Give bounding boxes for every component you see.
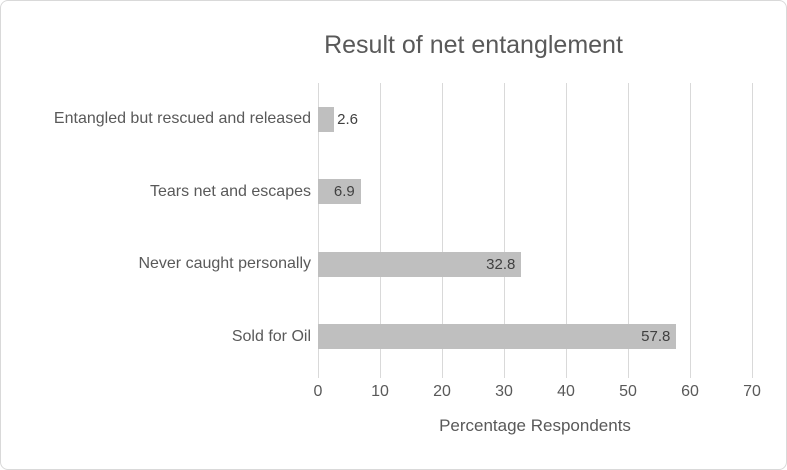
tick-label: 10 bbox=[371, 383, 389, 400]
tick-label: 70 bbox=[743, 383, 761, 400]
bar-value-label: 6.9 bbox=[333, 183, 355, 201]
tick-label: 30 bbox=[495, 383, 513, 400]
bar-value-label: 57.8 bbox=[641, 328, 671, 346]
category-label: Sold for Oil bbox=[231, 327, 311, 345]
category-label: Never caught personally bbox=[138, 255, 311, 273]
category-label: Tears net and escapes bbox=[150, 182, 311, 200]
chart-title: Result of net entanglement bbox=[324, 31, 623, 59]
gridline bbox=[751, 83, 753, 378]
bar-value-label: 32.8 bbox=[486, 255, 516, 273]
gridline bbox=[565, 83, 567, 378]
bar bbox=[318, 106, 335, 132]
tick-label: 50 bbox=[619, 383, 637, 400]
bar bbox=[318, 251, 522, 277]
gridline bbox=[441, 83, 443, 378]
tick-label: 60 bbox=[681, 383, 699, 400]
gridline bbox=[689, 83, 691, 378]
plot-area: 2.6 6.9 32.8 57.8 bbox=[317, 83, 753, 378]
gridline bbox=[317, 83, 319, 378]
bar bbox=[318, 179, 361, 205]
tick-label: 20 bbox=[433, 383, 451, 400]
bar-value-label: 2.6 bbox=[337, 110, 358, 128]
category-label: Entangled but rescued and released bbox=[53, 110, 311, 128]
gridline bbox=[379, 83, 381, 378]
tick-label: 40 bbox=[557, 383, 575, 400]
gridline bbox=[503, 83, 505, 378]
value-axis-title: Percentage Respondents bbox=[439, 416, 631, 435]
tick-label: 0 bbox=[313, 383, 323, 400]
bar bbox=[318, 324, 677, 350]
gridline bbox=[627, 83, 629, 378]
